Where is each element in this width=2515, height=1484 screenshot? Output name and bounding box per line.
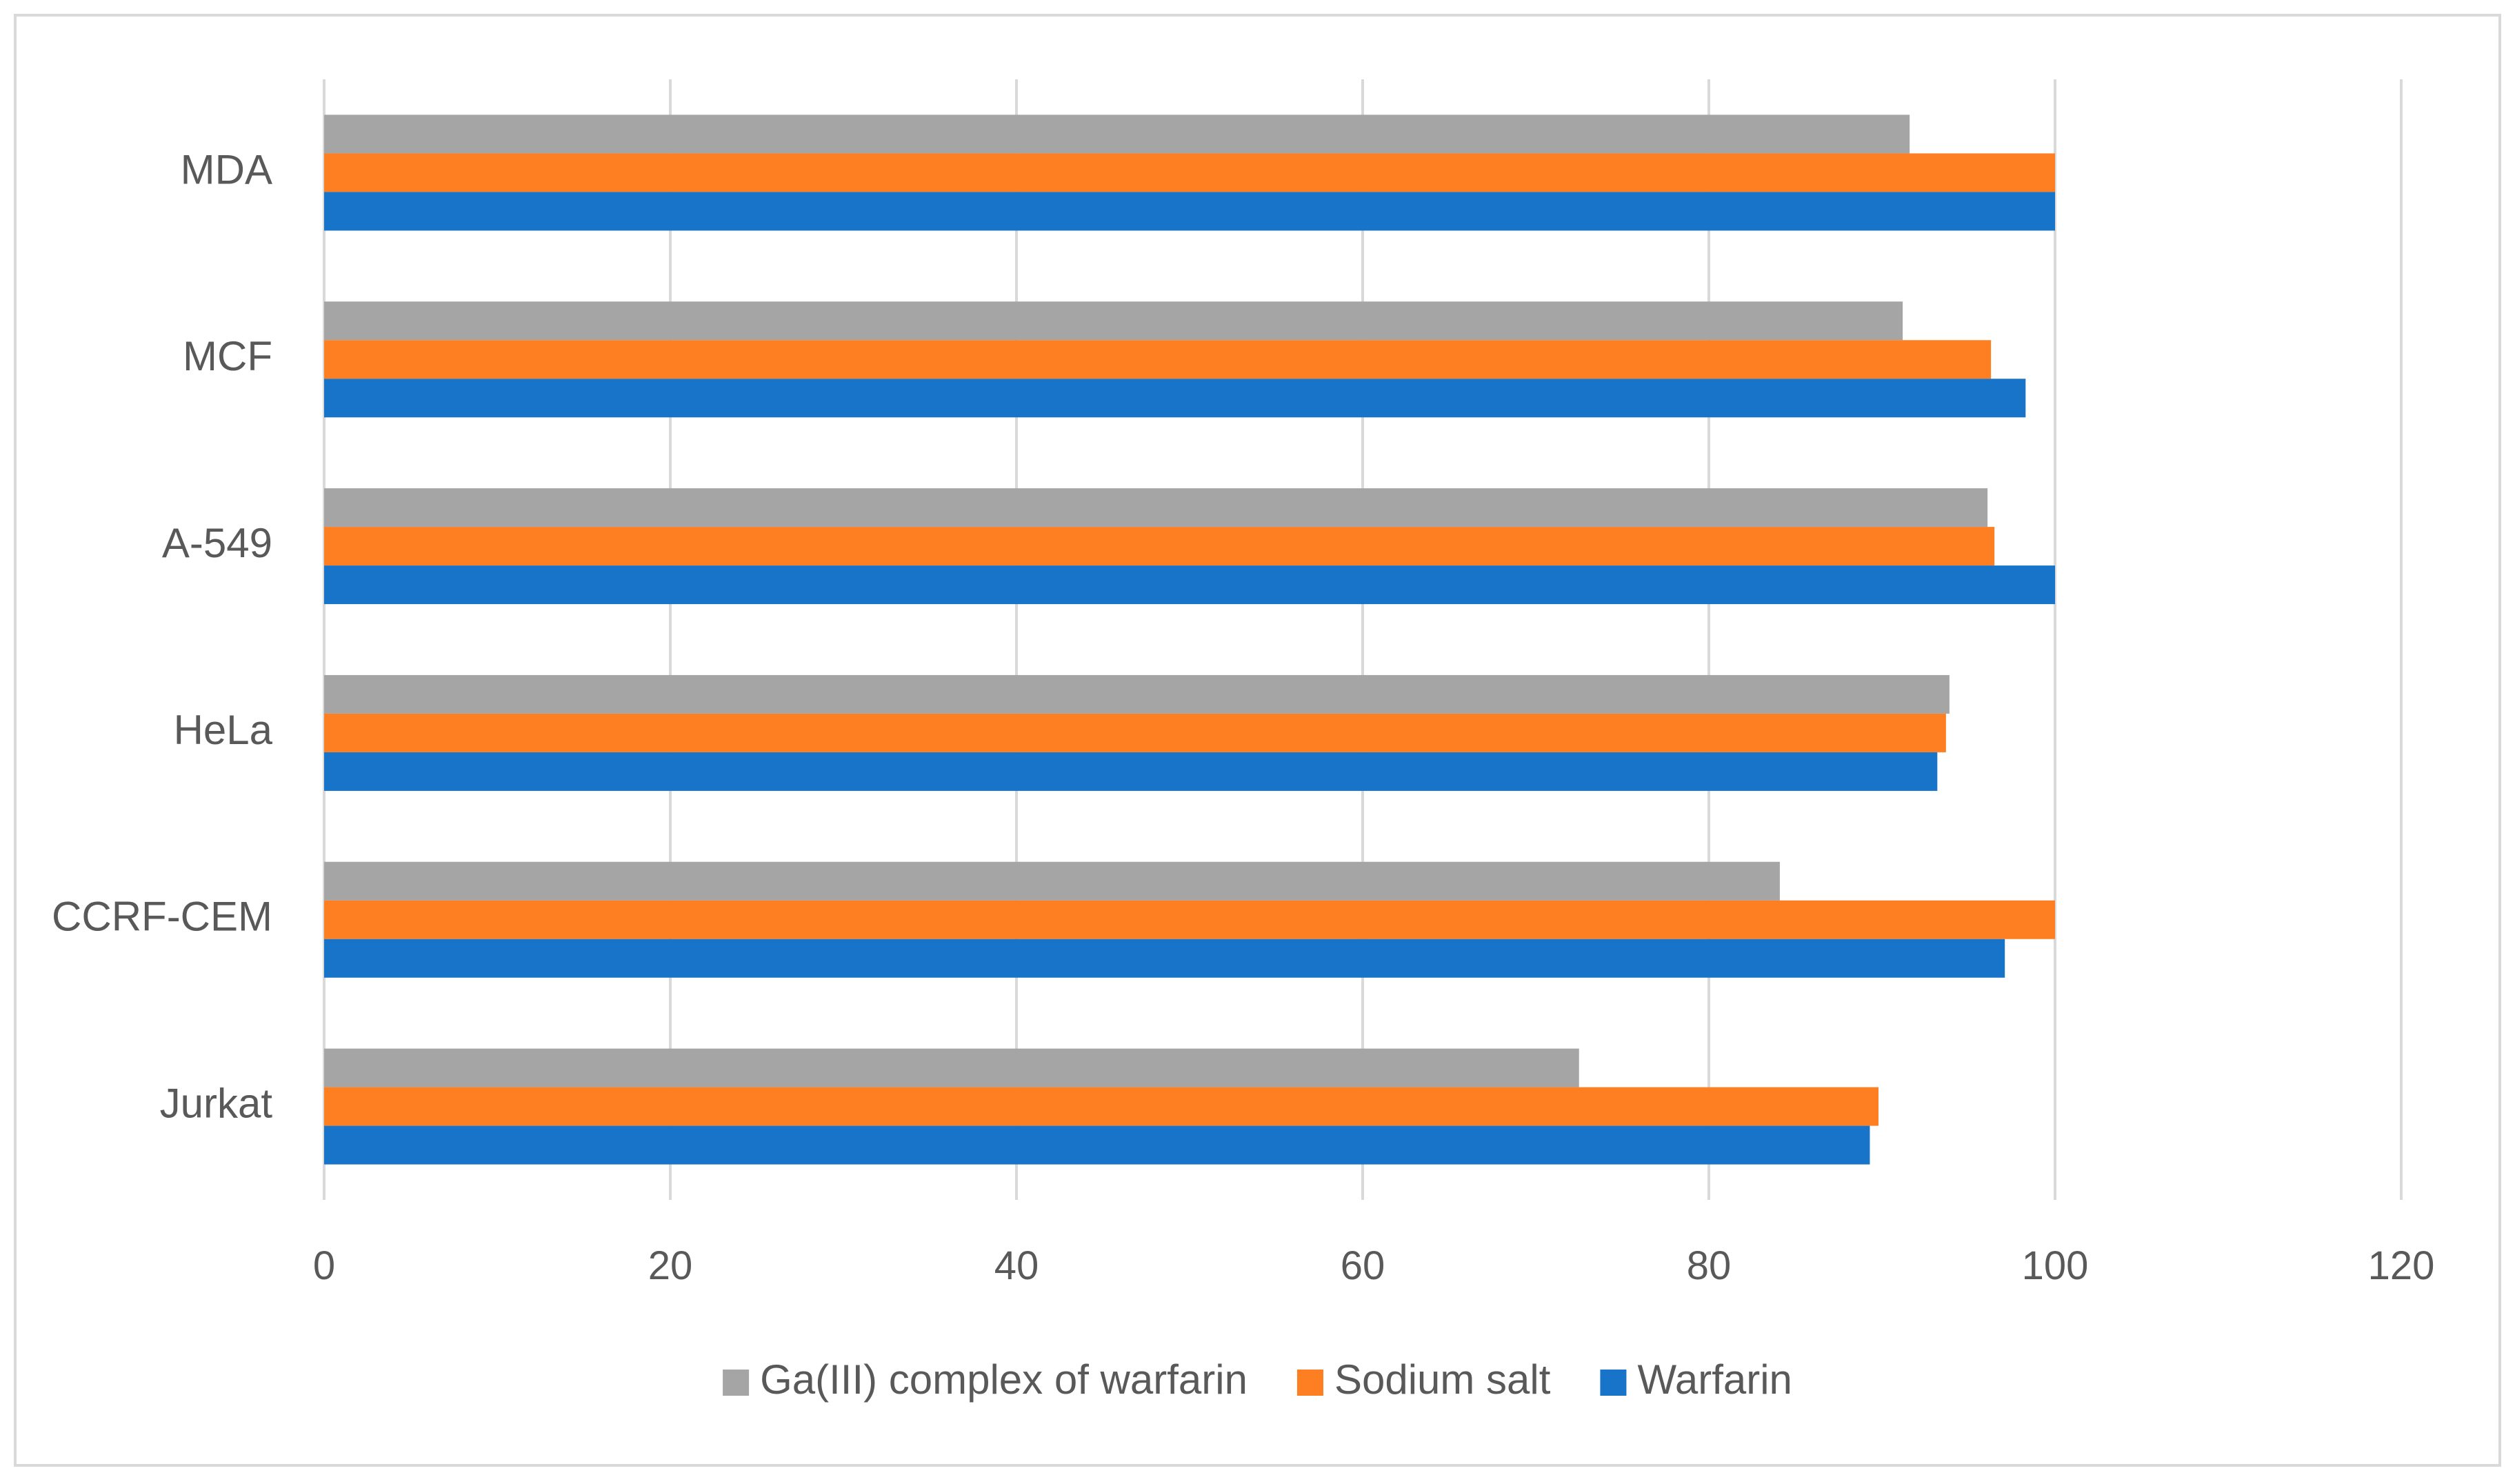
legend-item-sodium-salt: Sodium salt (1296, 1356, 1551, 1403)
bar-ccrf-cem-warfarin (324, 939, 2005, 978)
bar-mda-sodium-salt (324, 153, 2055, 192)
x-axis-labels: 0 20 40 60 80 100 120 (313, 1243, 2435, 1288)
bar-mcf-ga-iii-complex-of-warfarin (324, 301, 1903, 341)
bar-ccrf-cem-sodium-salt (324, 900, 2055, 939)
x-tick-label-20: 20 (648, 1243, 693, 1288)
bar-a-549-sodium-salt (324, 527, 1995, 566)
bar-hela-sodium-salt (324, 713, 1946, 752)
legend-label-sodium-salt: Sodium salt (1334, 1356, 1551, 1403)
legend-item-ga-iii-complex-of-warfarin: Ga(III) complex of warfarin (723, 1356, 1248, 1403)
legend-swatch-sodium-salt (1296, 1370, 1323, 1396)
x-tick-label-120: 120 (2368, 1243, 2435, 1288)
bar-mcf-warfarin (324, 379, 2026, 418)
x-tick-label-80: 80 (1687, 1243, 1732, 1288)
bar-jurkat-ga-iii-complex-of-warfarin (324, 1048, 1579, 1087)
x-tick-label-100: 100 (2022, 1243, 2089, 1288)
y-tick-label-hela: HeLa (174, 707, 273, 753)
bar-ccrf-cem-ga-iii-complex-of-warfarin (324, 861, 1780, 901)
bars (324, 114, 2055, 1165)
y-tick-label-a-549: A-549 (162, 520, 272, 566)
y-axis-labels: MDA MCF A-549 HeLa CCRF-CEM Jurkat (52, 146, 273, 1126)
legend-swatch-ga-iii-complex-of-warfarin (723, 1370, 750, 1396)
legend-item-warfarin: Warfarin (1600, 1356, 1792, 1403)
bar-jurkat-warfarin (324, 1125, 1870, 1165)
y-tick-label-mcf: MCF (183, 333, 272, 379)
bar-mda-warfarin (324, 192, 2055, 231)
bar-a-549-ga-iii-complex-of-warfarin (324, 488, 1988, 528)
y-tick-label-jurkat: Jurkat (160, 1080, 273, 1126)
bar-jurkat-sodium-salt (324, 1087, 1878, 1126)
x-tick-label-0: 0 (313, 1243, 335, 1288)
bar-hela-warfarin (324, 752, 1938, 791)
legend-swatch-warfarin (1600, 1370, 1627, 1396)
y-tick-label-mda: MDA (181, 146, 272, 192)
x-tick-label-40: 40 (994, 1243, 1039, 1288)
legend-label-warfarin: Warfarin (1637, 1356, 1792, 1403)
x-tick-label-60: 60 (1341, 1243, 1385, 1288)
bar-hela-ga-iii-complex-of-warfarin (324, 674, 1950, 714)
bar-mcf-sodium-salt (324, 340, 1992, 379)
legend-label-ga-iii-complex-of-warfarin: Ga(III) complex of warfarin (760, 1356, 1248, 1403)
bar-a-549-warfarin (324, 565, 2055, 605)
gridlines (323, 79, 2403, 1200)
legend: Ga(III) complex of warfarin Sodium salt Wa… (723, 1356, 1792, 1403)
y-tick-label-ccrf-cem: CCRF-CEM (52, 894, 272, 940)
bar-mda-ga-iii-complex-of-warfarin (324, 114, 1910, 154)
